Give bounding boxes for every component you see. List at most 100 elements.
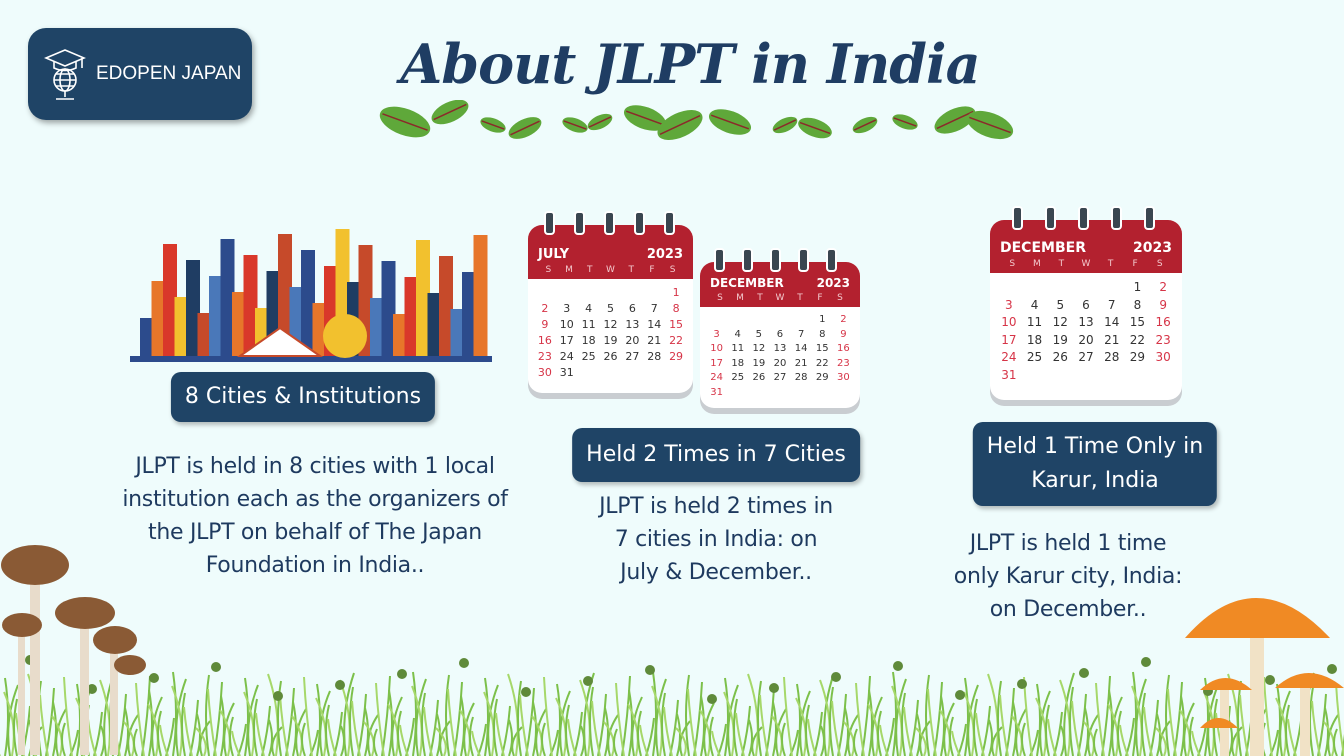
grass-blade <box>387 703 399 756</box>
building <box>278 234 292 358</box>
grass-blade <box>388 689 393 756</box>
grass-blade <box>805 704 810 756</box>
grass-blade <box>1015 708 1027 756</box>
calendar-week: 1 <box>534 285 687 301</box>
weekday-label: S <box>1009 259 1016 269</box>
grass-blade <box>1111 696 1123 756</box>
weekday-label: M <box>565 265 573 275</box>
leaf-stem <box>853 119 877 131</box>
calendar-day: 23 <box>1155 332 1171 347</box>
calendar-day <box>643 285 665 301</box>
calendar-day: 3 <box>1005 297 1013 312</box>
calendar-week: 30 31 <box>534 365 687 381</box>
grass-blade <box>891 685 903 756</box>
calendar-day: 30 <box>837 372 850 383</box>
flower-bud <box>335 680 345 690</box>
grass-blade <box>511 726 523 756</box>
calendar-day: 15 <box>669 318 684 331</box>
calendar-day: 20 <box>773 357 787 369</box>
calendar-day: 27 <box>1078 350 1094 364</box>
calendar-week: 9 10 11 12 13 14 15 <box>534 317 687 333</box>
grass-blade <box>771 715 783 756</box>
grass-blade <box>991 726 1003 756</box>
grass-blade <box>13 698 18 756</box>
grass-blade <box>747 673 759 756</box>
grass-blade <box>76 683 81 756</box>
weekday-label: S <box>669 265 676 275</box>
grass-blade <box>867 703 879 756</box>
calendar-day <box>727 313 748 328</box>
weekday-label: M <box>1032 259 1041 269</box>
desc-line: JLPT is held 2 times in <box>599 494 833 519</box>
grass-blade <box>349 686 354 756</box>
grass-blade <box>1071 700 1081 756</box>
calendar-month: JULY <box>538 247 570 262</box>
grass-blade <box>319 690 331 756</box>
calendar-week: 31 <box>706 386 854 401</box>
temple <box>236 326 324 357</box>
grass-blade <box>1108 689 1113 756</box>
grass-blade <box>1087 714 1099 756</box>
calendar-day: 22 <box>815 357 829 369</box>
grass-blade <box>133 728 138 756</box>
grass-blade <box>1005 687 1015 756</box>
calendar-day: 16 <box>537 334 552 347</box>
grass-blade <box>723 691 735 756</box>
weekday-label: T <box>628 265 634 275</box>
calendar-card: DECEMBER 2023 S M T W T F S 1 2 3 4 5 6 7 8 9 10 11 12 13 14 15… <box>990 220 1182 400</box>
grass-blade <box>772 701 777 756</box>
grass-blade <box>159 724 169 756</box>
grass-blade <box>171 685 183 756</box>
grass-blade <box>261 705 271 756</box>
calendar-day <box>727 386 748 401</box>
calendar-day <box>665 365 687 381</box>
grass-blade <box>243 691 255 756</box>
calendar-day: 7 <box>1107 297 1116 312</box>
grass-blade <box>295 708 307 756</box>
leaves-decoration <box>379 100 1014 140</box>
leaf-stem <box>625 110 665 126</box>
grass-blade <box>973 698 978 756</box>
binder-ring-icon <box>826 248 837 272</box>
grass-blade <box>1189 716 1194 756</box>
grass-blade <box>1207 684 1219 756</box>
calendar-day <box>769 386 790 401</box>
grass-blade <box>415 678 427 756</box>
binder-ring-icon <box>544 211 555 235</box>
grass-blade <box>63 676 73 756</box>
grass-blade <box>423 706 433 756</box>
grass-blade <box>757 680 762 756</box>
grass-blade <box>877 710 882 756</box>
binder-ring-icon <box>604 211 615 235</box>
grass-blade <box>1039 690 1051 756</box>
grass-blade <box>436 713 441 756</box>
grass-blade <box>535 708 547 756</box>
calendar-day <box>1047 367 1073 385</box>
building <box>462 272 476 358</box>
calendar-day: 31 <box>710 386 723 398</box>
calendar-day: 20 <box>625 334 640 347</box>
calendar-december-karur: DECEMBER 2023 S M T W T F S 1 2 3 4 5 6 7 8 9 10 11 12 13 14 15… <box>990 206 1182 400</box>
grass-blade <box>1069 686 1074 756</box>
calendar-day <box>1099 367 1125 385</box>
calendar-day: 3 <box>563 302 571 315</box>
grass-blade <box>703 702 715 756</box>
grass-blade <box>279 694 289 756</box>
calendar-day: 25 <box>1026 350 1043 364</box>
binder-ring-icon <box>1045 206 1056 230</box>
calendar-day: 29 <box>815 372 829 383</box>
binder-ring-icon <box>742 248 753 272</box>
flower-bud <box>831 672 841 682</box>
binder-ring-icon <box>664 211 675 235</box>
grass-blade <box>615 682 625 756</box>
grass-blade <box>316 683 321 756</box>
calendar-day <box>1073 279 1099 297</box>
calendar-day: 12 <box>603 318 618 331</box>
binder-ring-icon <box>574 211 585 235</box>
logo[interactable]: EDOPEN JAPAN <box>28 28 252 120</box>
grass-blade <box>1077 693 1087 756</box>
calendar-year: 2023 <box>816 276 850 290</box>
label-one-time: Held 1 Time Only in Karur, India <box>972 422 1218 506</box>
weekday-label: T <box>797 293 803 303</box>
